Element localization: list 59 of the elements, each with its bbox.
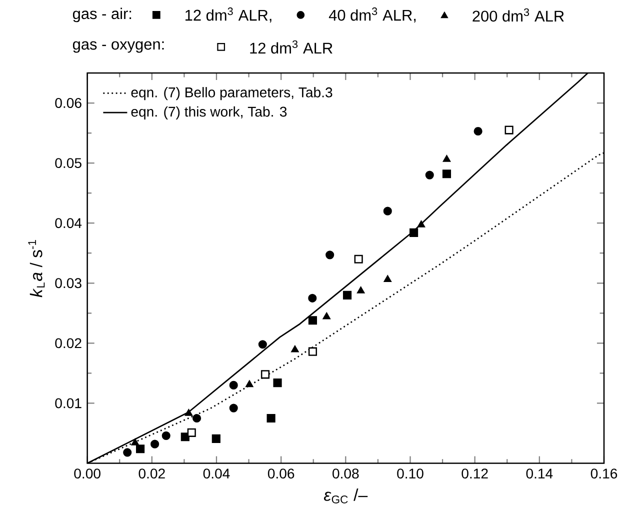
y-tick-label: 0.04 [55, 218, 82, 228]
point [425, 170, 434, 180]
y-tick-label: 0.01 [55, 398, 82, 408]
point [308, 294, 317, 302]
point [504, 126, 514, 134]
point [246, 380, 254, 388]
point [410, 228, 418, 238]
x-tick-label: 0.12 [462, 468, 488, 479]
x-tick-label: 0.04 [203, 468, 230, 479]
legend-label: 40 dm$^{3}$ ALR, [328, 7, 416, 23]
point [150, 440, 160, 448]
point [291, 346, 299, 352]
point [258, 340, 267, 349]
x-tick-label: 0.02 [138, 468, 165, 479]
point [474, 126, 482, 136]
text: gas - oxygen: [72, 41, 164, 53]
point [192, 414, 202, 423]
point [273, 378, 282, 388]
legend-label: eqn. (7) Bello parameters, Tab.3 [131, 87, 332, 100]
point [136, 444, 145, 454]
point [326, 250, 334, 260]
point [322, 312, 330, 320]
x-axis-title: ε$_{GC}$ /– [324, 488, 368, 504]
y-tick-label: 0.02 [55, 338, 82, 348]
legend-label: eqn. (7) this work, Tab. 3 [131, 106, 287, 120]
point [162, 431, 170, 440]
y-tick-label: 0.06 [55, 98, 82, 108]
y-tick-label: 0.05 [55, 158, 82, 168]
point [229, 404, 238, 412]
point [357, 286, 365, 294]
x-tick-label: 0.16 [590, 468, 618, 479]
point [384, 275, 392, 282]
y-tick-label: 0.03 [55, 278, 82, 288]
point [308, 316, 318, 325]
x-tick-label: 0.06 [268, 468, 294, 479]
point [187, 428, 196, 437]
point [266, 414, 276, 423]
point [442, 170, 452, 178]
point [354, 254, 363, 264]
point [442, 155, 451, 162]
legend-label: 12 dm$^{3}$ ALR, [186, 7, 272, 23]
point [308, 347, 318, 356]
point [229, 380, 238, 390]
legend-label: 200 dm$^{3}$ ALR [472, 8, 564, 22]
point [383, 206, 392, 216]
point [184, 409, 193, 416]
point [342, 290, 352, 300]
x-tick-label: 0.14 [526, 468, 553, 479]
point [417, 220, 426, 228]
y-axis-title: k$_{L}$a / s$^{-1}$ [28, 240, 45, 298]
legend-label: 12 dm$^{3}$ ALR [250, 40, 332, 54]
point [123, 448, 132, 457]
point [212, 434, 220, 443]
x-tick-label: 0.00 [74, 468, 100, 479]
point [131, 438, 139, 446]
x-tick-label: 0.08 [332, 468, 359, 479]
text: gas - air: [72, 8, 132, 22]
x-tick-label: 0.10 [397, 468, 424, 479]
point [260, 370, 270, 379]
